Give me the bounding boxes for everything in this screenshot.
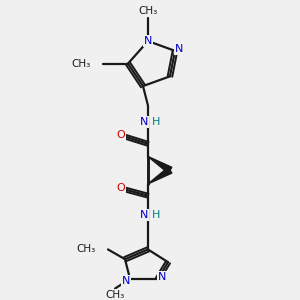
Text: N: N bbox=[175, 44, 183, 54]
Text: N: N bbox=[122, 276, 130, 286]
Text: N: N bbox=[144, 36, 152, 46]
Text: N: N bbox=[140, 117, 148, 127]
Text: CH₃: CH₃ bbox=[105, 290, 124, 300]
Text: N: N bbox=[158, 272, 166, 282]
Polygon shape bbox=[148, 157, 172, 173]
Polygon shape bbox=[148, 167, 172, 184]
Text: O: O bbox=[117, 130, 125, 140]
Text: CH₃: CH₃ bbox=[138, 6, 158, 16]
Text: H: H bbox=[152, 117, 160, 127]
Text: N: N bbox=[140, 210, 148, 220]
Text: CH₃: CH₃ bbox=[77, 244, 96, 254]
Text: O: O bbox=[117, 183, 125, 193]
Text: H: H bbox=[152, 210, 160, 220]
Text: CH₃: CH₃ bbox=[72, 58, 91, 69]
